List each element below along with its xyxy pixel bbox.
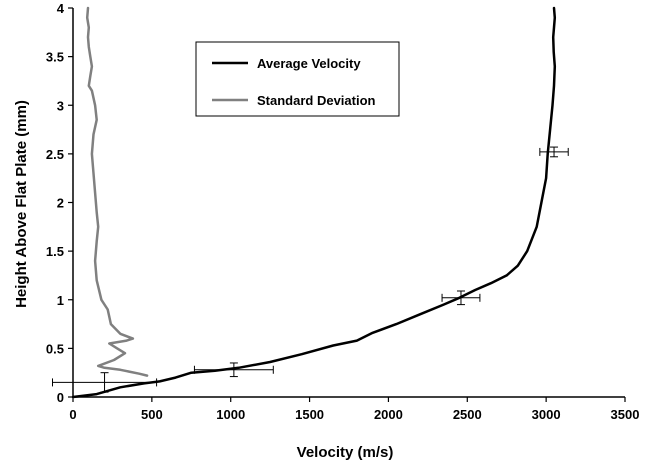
x-tick-label: 3000: [532, 407, 561, 422]
y-tick-label: 0.5: [46, 341, 64, 356]
axis-ticks: 0 500 1000 1500 2000 2500 3000 3500 0 0.5 1 1.5 2 2.5…: [46, 1, 640, 422]
y-axis-title: Height Above Flat Plate (mm): [13, 100, 30, 308]
y-tick-label: 0: [57, 390, 64, 405]
series-line-standard-deviation: [85, 6, 149, 377]
x-tick-label: 2000: [374, 407, 403, 422]
x-tick-label: 1500: [295, 407, 324, 422]
y-tick-label: 1.5: [46, 244, 64, 259]
plot-marks: [51, 6, 569, 399]
error-bar: [51, 372, 158, 393]
legend: Average Velocity Standard Deviation: [195, 41, 400, 117]
y-tick-label: 1: [57, 293, 64, 308]
x-tick-label: 3500: [611, 407, 640, 422]
y-tick-label: 3: [57, 98, 64, 113]
legend-label-average-velocity: Average Velocity: [257, 56, 361, 71]
error-bar: [539, 146, 569, 158]
legend-box: [195, 41, 400, 117]
error-bar: [193, 362, 274, 378]
y-tick-label: 4: [57, 1, 65, 16]
x-tick-label: 2500: [453, 407, 482, 422]
x-tick-label: 0: [69, 407, 76, 422]
series-line-average-velocity: [71, 6, 557, 399]
x-axis-title: Velocity (m/s): [297, 444, 394, 461]
y-tick-label: 2: [57, 196, 64, 211]
x-tick-label: 500: [141, 407, 163, 422]
legend-label-standard-deviation: Standard Deviation: [257, 93, 376, 108]
x-tick-label: 1000: [216, 407, 245, 422]
error-bar: [441, 290, 481, 306]
y-tick-label: 2.5: [46, 147, 64, 162]
y-tick-label: 3.5: [46, 50, 64, 65]
